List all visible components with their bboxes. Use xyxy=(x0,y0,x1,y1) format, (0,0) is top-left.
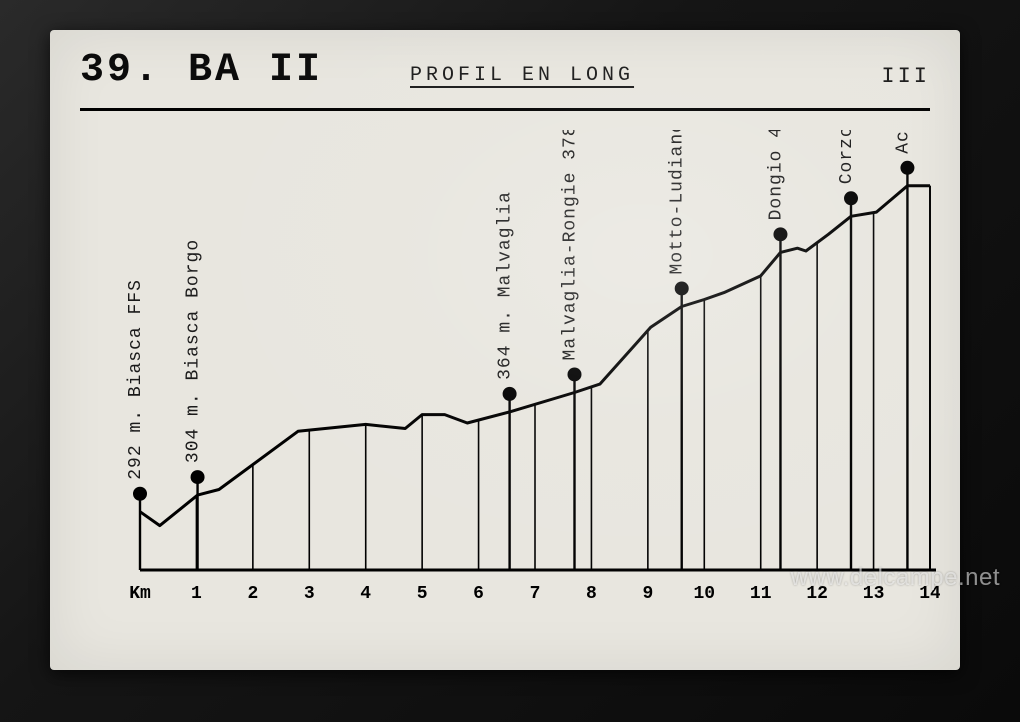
svg-text:14: 14 xyxy=(919,584,940,604)
photo-background: 39. BA II PROFIL EN LONG III Km123456789… xyxy=(0,0,1020,722)
svg-text:1: 1 xyxy=(191,584,202,604)
title-main: 39. BA II xyxy=(80,48,323,93)
header: 39. BA II PROFIL EN LONG III xyxy=(80,48,930,108)
svg-text:4: 4 xyxy=(360,584,371,604)
svg-text:Motto-Ludiano 440 m.: Motto-Ludiano 440 m. xyxy=(668,130,688,274)
svg-text:364 m. Malvaglia: 364 m. Malvaglia xyxy=(496,191,516,380)
svg-text:292 m. Biasca FFS: 292 m. Biasca FFS xyxy=(126,279,146,480)
svg-text:Corzoneso 505 m.: Corzoneso 505 m. xyxy=(837,130,857,184)
svg-text:Dongio 479 m.: Dongio 479 m. xyxy=(766,130,786,220)
svg-text:6: 6 xyxy=(473,584,484,604)
svg-text:5: 5 xyxy=(417,584,428,604)
chart-svg: Km1234567891011121314292 m. Biasca FFS30… xyxy=(110,130,940,610)
svg-text:13: 13 xyxy=(863,584,885,604)
svg-text:3: 3 xyxy=(304,584,315,604)
svg-text:7: 7 xyxy=(530,584,541,604)
svg-text:12: 12 xyxy=(806,584,828,604)
title-subtitle: PROFIL EN LONG xyxy=(410,64,634,87)
svg-text:Malvaglia-Rongie 378 m.: Malvaglia-Rongie 378 m. xyxy=(561,130,581,360)
title-page-number: III xyxy=(881,64,930,89)
header-rule xyxy=(80,108,930,111)
elevation-chart: Km1234567891011121314292 m. Biasca FFS30… xyxy=(110,130,940,610)
svg-text:2: 2 xyxy=(247,584,258,604)
svg-text:Km: Km xyxy=(129,584,151,604)
svg-text:Acquarossa 527 m.: Acquarossa 527 m. xyxy=(893,130,913,154)
svg-text:9: 9 xyxy=(642,584,653,604)
svg-text:8: 8 xyxy=(586,584,597,604)
svg-text:11: 11 xyxy=(750,584,772,604)
svg-text:304 m. Biasca Borgo: 304 m. Biasca Borgo xyxy=(184,239,204,463)
profile-card: 39. BA II PROFIL EN LONG III Km123456789… xyxy=(50,30,960,670)
svg-text:10: 10 xyxy=(693,584,715,604)
